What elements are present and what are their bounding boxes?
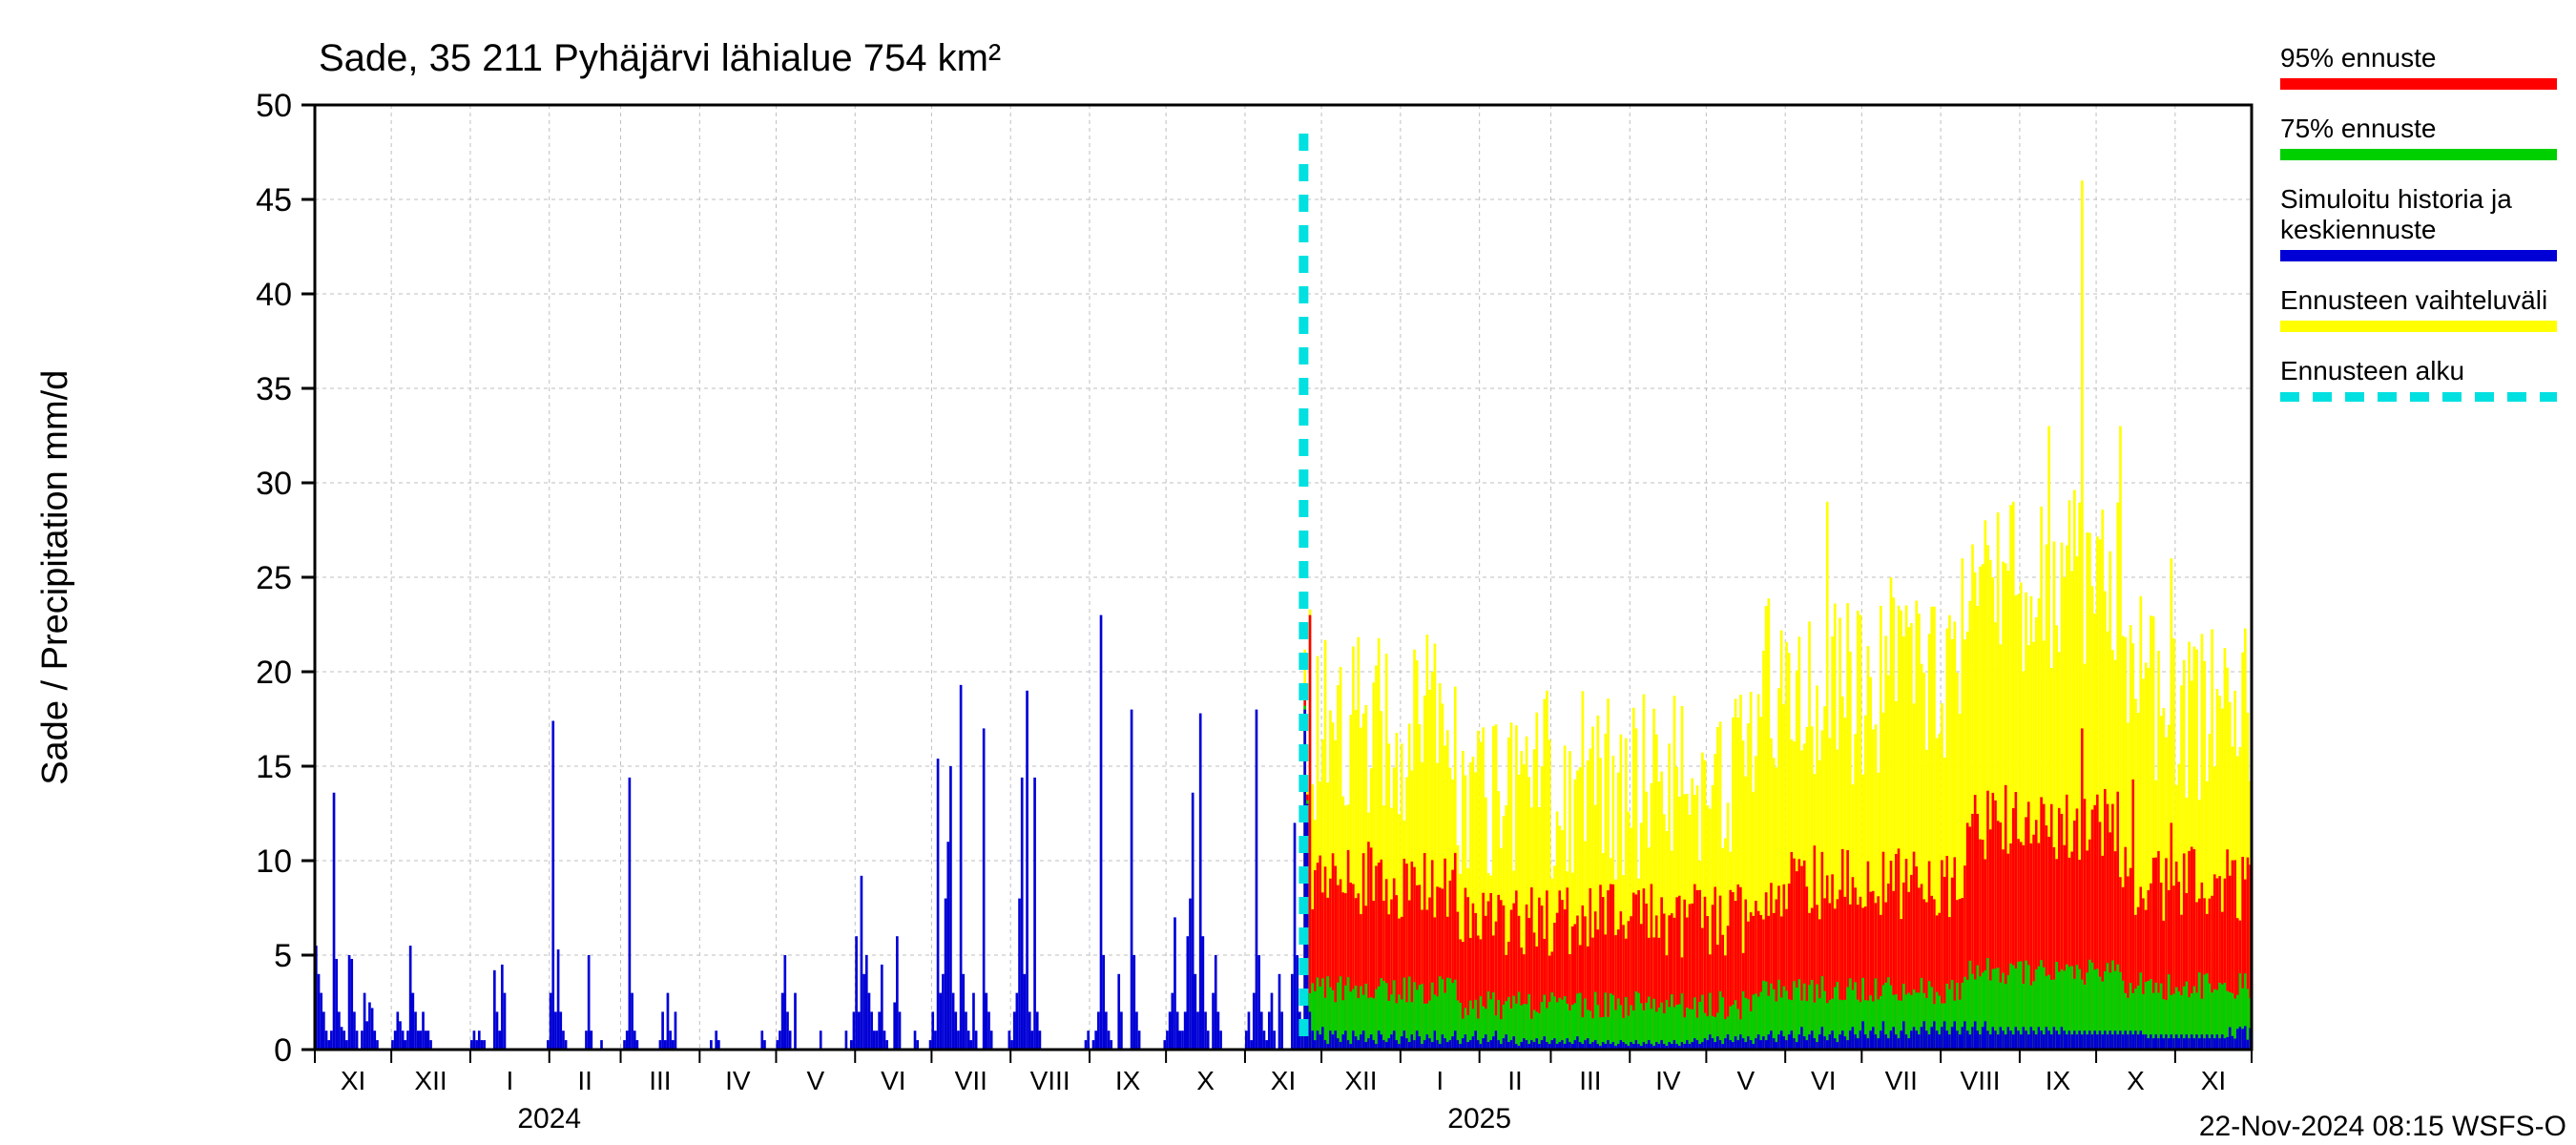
x-month-label: XI [341, 1066, 365, 1095]
y-tick-label: 10 [256, 843, 292, 880]
legend-label: Ennusteen alku [2280, 356, 2464, 385]
x-month-label: IV [1655, 1066, 1681, 1095]
y-tick-label: 45 [256, 182, 292, 219]
legend-swatch [2280, 78, 2557, 90]
y-tick-label: 0 [274, 1032, 292, 1069]
legend-swatch [2280, 321, 2557, 332]
x-month-label: III [1579, 1066, 1601, 1095]
x-month-label: VIII [1030, 1066, 1070, 1095]
legend-label: Simuloitu historia ja [2280, 184, 2512, 214]
x-month-label: VI [881, 1066, 905, 1095]
y-tick-label: 15 [256, 749, 292, 785]
x-month-label: IX [2046, 1066, 2071, 1095]
y-tick-label: 50 [256, 88, 292, 124]
x-month-label: II [577, 1066, 592, 1095]
chart-title: Sade, 35 211 Pyhäjärvi lähialue 754 km² [319, 37, 1001, 79]
chart-container: 05101520253035404550XIXIIIIIIIIIVVVIVIIV… [0, 0, 2576, 1145]
x-month-label: VII [1885, 1066, 1918, 1095]
y-axis-label: Sade / Precipitation mm/d [35, 370, 75, 785]
x-month-label: II [1507, 1066, 1523, 1095]
x-month-label: XI [1271, 1066, 1296, 1095]
x-month-label: IX [1115, 1066, 1141, 1095]
y-tick-label: 40 [256, 277, 292, 313]
x-month-label: III [649, 1066, 671, 1095]
y-tick-label: 5 [274, 938, 292, 974]
x-month-label: XI [2201, 1066, 2226, 1095]
x-month-label: XII [414, 1066, 447, 1095]
x-month-label: XII [1344, 1066, 1377, 1095]
x-month-label: X [1196, 1066, 1215, 1095]
chart-footer: 22-Nov-2024 08:15 WSFS-O [2199, 1111, 2566, 1142]
y-tick-label: 20 [256, 655, 292, 691]
legend-label: Ennusteen vaihteluväli [2280, 285, 2547, 315]
y-tick-label: 30 [256, 466, 292, 502]
legend-label: 75% ennuste [2280, 114, 2436, 143]
legend-swatch [2280, 149, 2557, 160]
chart-svg: 05101520253035404550XIXIIIIIIIIIVVVIVIIV… [0, 0, 2576, 1145]
x-month-label: VIII [1961, 1066, 2001, 1095]
y-tick-label: 25 [256, 560, 292, 596]
x-month-label: I [506, 1066, 513, 1095]
x-year-label: 2024 [517, 1103, 581, 1135]
x-month-label: V [1736, 1066, 1755, 1095]
legend-swatch [2280, 250, 2557, 261]
y-tick-label: 35 [256, 371, 292, 407]
x-month-label: V [807, 1066, 825, 1095]
x-month-label: I [1436, 1066, 1444, 1095]
x-month-label: VII [955, 1066, 987, 1095]
legend-label: 95% ennuste [2280, 43, 2436, 73]
x-month-label: IV [725, 1066, 751, 1095]
bars [315, 180, 2252, 1050]
x-month-label: VI [1811, 1066, 1836, 1095]
legend-label: keskiennuste [2280, 215, 2436, 244]
x-year-label: 2025 [1447, 1103, 1511, 1135]
x-month-label: X [2127, 1066, 2145, 1095]
